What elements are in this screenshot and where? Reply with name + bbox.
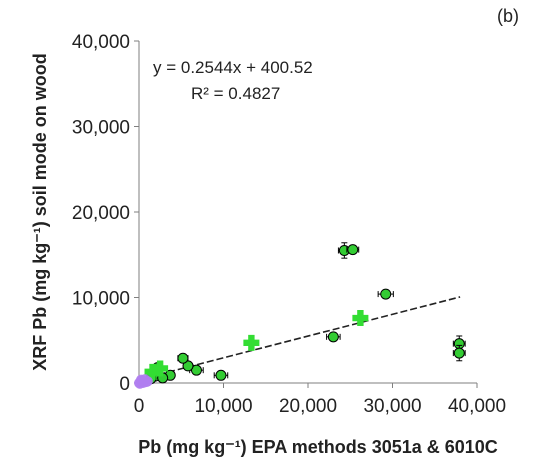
- trend-equation: y = 0.2544x + 400.52: [153, 58, 313, 77]
- data-point-circle: [380, 288, 392, 300]
- data-point-plus: [152, 360, 169, 377]
- data-point-plus: [243, 334, 260, 351]
- x-tick-label: 30,000: [363, 396, 421, 417]
- x-tick-label: 40,000: [448, 396, 506, 417]
- trend-r-squared: R² = 0.4827: [191, 84, 280, 103]
- y-axis-title: XRF Pb (mg kg⁻¹) soil mode on wood: [30, 53, 50, 371]
- y-tick-labels: 0 10,000 20,000 30,000 40,000: [72, 32, 130, 395]
- y-tick-label: 10,000: [72, 289, 130, 310]
- y-tick-label: 20,000: [72, 203, 130, 224]
- x-axis-title: Pb (mg kg⁻¹) EPA methods 3051a & 6010C: [138, 437, 498, 457]
- y-tick-label: 30,000: [72, 118, 130, 139]
- x-tick-label: 10,000: [194, 396, 252, 417]
- data-point-circle: [453, 347, 465, 359]
- data-point-plus: [144, 363, 161, 380]
- axes: [134, 40, 478, 388]
- x-tick-label: 0: [134, 396, 145, 417]
- data-point-circle: [327, 331, 339, 343]
- data-point-circle: [347, 244, 359, 256]
- data-point-plus: [352, 310, 369, 327]
- panel-label: (b): [497, 6, 519, 26]
- y-tick-label: 0: [119, 374, 130, 395]
- x-tick-label: 20,000: [279, 396, 337, 417]
- y-tick-label: 40,000: [72, 32, 130, 53]
- data-point-circle: [177, 352, 189, 364]
- data-points: [134, 242, 466, 389]
- data-point-purple: [139, 374, 150, 385]
- data-point-circle: [215, 369, 227, 381]
- x-tick-labels: 0 10,000 20,000 30,000 40,000: [134, 396, 506, 417]
